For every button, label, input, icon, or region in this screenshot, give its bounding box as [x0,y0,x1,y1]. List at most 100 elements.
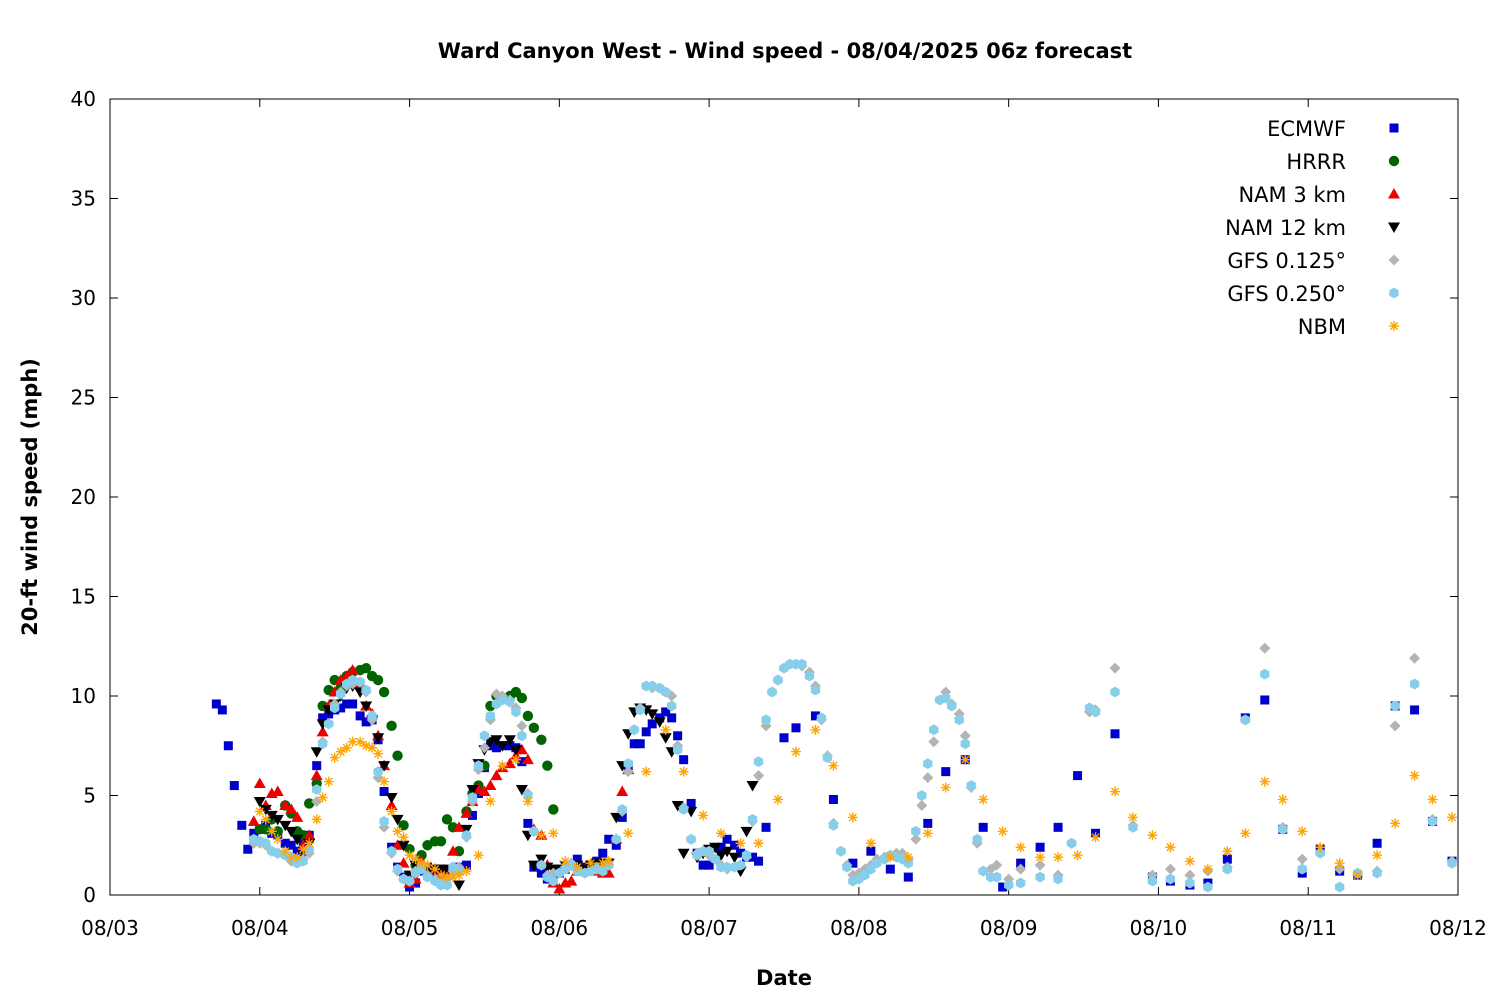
series-ecmwf [211,695,1457,892]
point-nbm [603,856,614,867]
point-nam-12-km [715,850,728,862]
point-gfs-0-125 [1164,863,1176,875]
point-nam-12-km [659,733,672,744]
point-nam-12-km [671,800,684,812]
point-gfs-0-250 [367,710,377,722]
point-gfs-0-250 [461,829,472,841]
point-gfs-0-250 [617,804,627,815]
point-nam-12-km [728,852,741,864]
chart-title: Ward Canyon West - Wind speed - 08/04/20… [438,39,1132,63]
point-gfs-0-250 [473,760,484,772]
point-gfs-0-250 [810,684,821,696]
point-nam-3-km [385,799,398,810]
legend-marker-ecmwf [1389,123,1399,133]
point-nam-12-km [391,814,404,826]
point-nbm [304,838,315,849]
point-nbm [280,846,291,857]
point-ecmwf [686,798,696,808]
point-nam-3-km [490,769,503,781]
point-nbm [398,832,409,843]
point-ecmwf [1222,854,1232,864]
point-gfs-0-250 [635,704,645,716]
point-gfs-0-250 [761,714,771,726]
point-gfs-0-250 [347,674,358,686]
point-gfs-0-250 [1035,871,1045,883]
point-gfs-0-250 [1003,879,1014,891]
y-axis: 0 5 10 15 20 25 30 35 40 [71,87,1458,907]
point-nbm [410,854,421,865]
point-nam-3-km [397,857,410,868]
point-gfs-0-250 [505,696,515,708]
point-nbm [903,852,914,863]
point-gfs-0-250 [1390,700,1400,712]
point-gfs-0-250 [773,674,783,686]
point-ecmwf [1410,705,1420,715]
series-gfs-0-125 [248,642,1458,889]
point-gfs-0-250 [842,861,852,873]
point-nam-12-km [271,814,284,826]
y-tick-label: 0 [83,883,96,907]
point-gfs-0-125 [1389,720,1401,732]
point-ecmwf [903,872,913,882]
point-nbm [453,870,464,881]
point-nbm [510,754,521,765]
point-ecmwf [536,868,546,878]
point-hrrr [441,814,453,825]
x-tick-label: 08/03 [81,916,139,940]
point-gfs-0-125 [516,720,528,732]
point-gfs-0-250 [741,849,752,861]
point-gfs-0-250 [355,676,365,688]
point-gfs-0-250 [666,700,677,712]
point-nbm [430,864,441,875]
point-gfs-0-125 [311,795,323,807]
point-gfs-0-250 [828,819,839,831]
point-ecmwf [249,828,259,838]
point-nam-3-km [521,753,534,765]
point-nbm [1222,846,1233,857]
point-gfs-0-250 [966,780,976,791]
point-nam-3-km [484,779,497,791]
point-nbm [585,858,596,869]
point-nbm [1184,856,1195,867]
point-nbm [1390,818,1401,829]
point-hrrr [528,722,540,734]
legend-label-nam-3-km: NAM 3 km [1238,183,1346,207]
point-gfs-0-250 [911,825,921,837]
point-ecmwf [1372,838,1382,848]
point-ecmwf [716,842,726,852]
point-nbm [1090,832,1101,843]
y-tick-label: 20 [71,485,96,509]
point-nbm [292,852,303,863]
point-ecmwf [667,713,677,723]
point-nbm [597,858,608,869]
point-nbm [1110,786,1121,797]
point-nam-3-km [279,799,292,810]
legend-marker-gfs-0-250 [1389,287,1399,299]
point-ecmwf [998,882,1008,892]
point-nbm [1334,858,1345,869]
point-gfs-0-250 [836,845,846,857]
point-gfs-0-250 [722,861,732,873]
point-nbm [1015,842,1026,853]
point-ecmwf [641,727,651,737]
point-gfs-0-125 [1109,662,1121,674]
point-ecmwf [647,719,657,729]
point-gfs-0-125 [910,833,922,845]
point-nbm [497,760,508,771]
point-nbm [735,838,746,849]
point-gfs-0-250 [623,758,633,770]
point-ecmwf [923,818,933,828]
point-nam-3-km [291,811,304,822]
point-nbm [660,724,671,735]
point-gfs-0-250 [335,688,346,700]
point-nbm [790,746,801,757]
point-ecmwf [604,834,614,844]
point-gfs-0-250 [298,855,308,867]
y-tick-label: 40 [71,87,96,111]
point-nam-12-km [452,880,465,892]
point-gfs-0-250 [629,724,639,736]
point-ecmwf [229,781,239,791]
point-gfs-0-250 [373,766,383,778]
point-nbm [311,814,322,825]
